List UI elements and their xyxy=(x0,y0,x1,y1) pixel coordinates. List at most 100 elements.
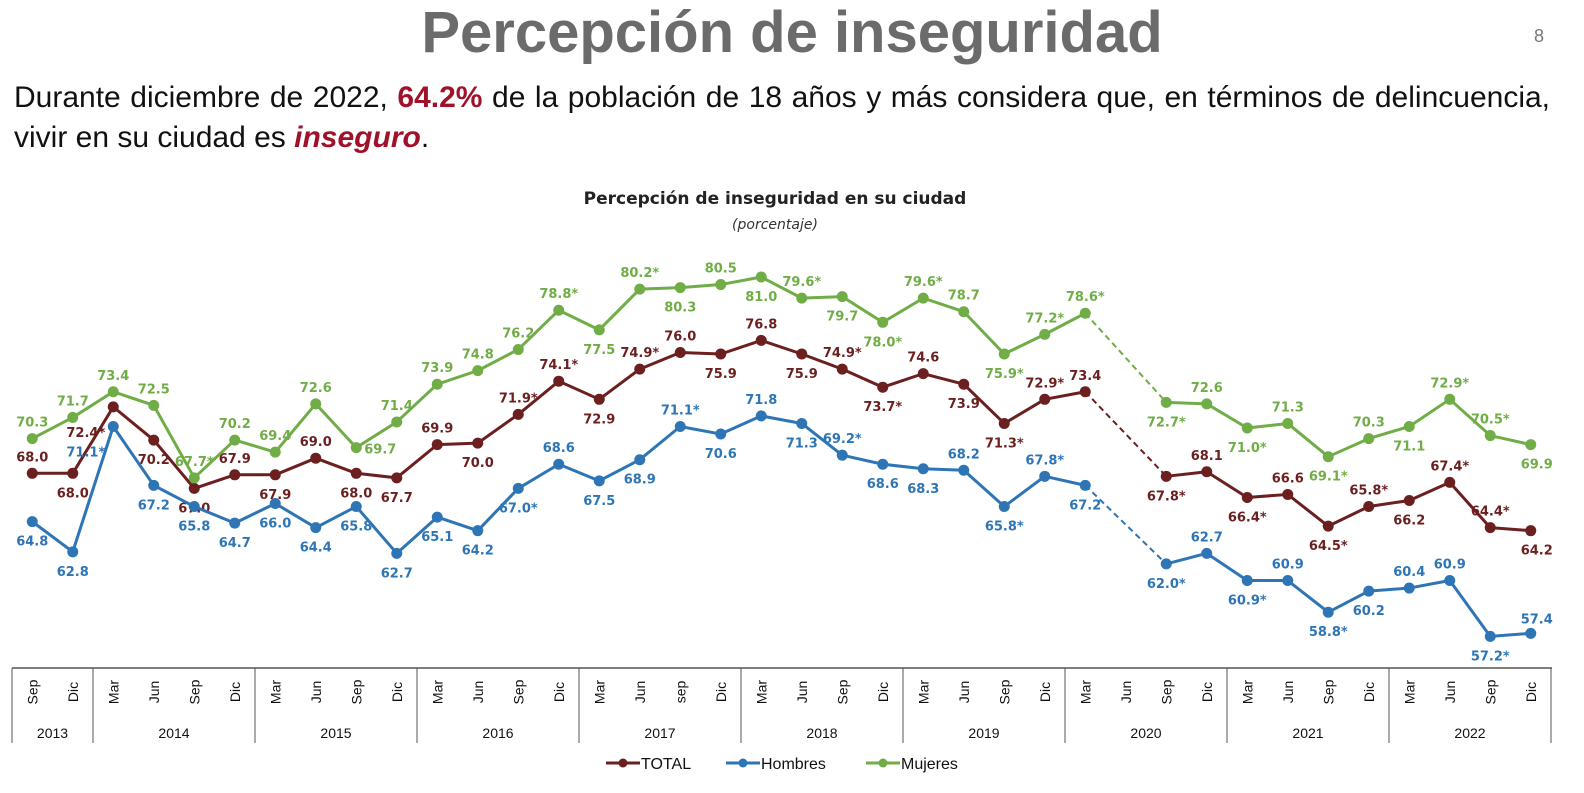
data-label: 81.0 xyxy=(745,290,777,305)
x-tick-label: Mar xyxy=(1077,680,1093,704)
data-point xyxy=(1444,575,1456,587)
data-point xyxy=(674,420,686,432)
data-label: 76.0 xyxy=(664,330,696,345)
year-label: 2020 xyxy=(1130,725,1161,741)
x-tick-label: Mar xyxy=(1401,680,1417,704)
data-point xyxy=(1363,433,1375,445)
data-point xyxy=(1363,585,1375,597)
data-point xyxy=(512,343,524,355)
data-point xyxy=(674,347,686,358)
data-label: 74.9* xyxy=(823,346,862,361)
legend-marker xyxy=(738,758,748,768)
data-point xyxy=(1403,420,1415,432)
data-point xyxy=(269,498,281,509)
x-tick-label: Mar xyxy=(591,680,607,704)
data-label: 69.4 xyxy=(259,429,291,444)
data-point xyxy=(755,334,767,346)
x-tick-label: Sep xyxy=(1482,679,1498,704)
data-label: 71.1* xyxy=(66,445,105,460)
data-label: 73.4 xyxy=(1069,369,1101,384)
year-label: 2021 xyxy=(1292,725,1323,741)
data-label: 76.8 xyxy=(745,317,777,332)
data-label: 62.7 xyxy=(1191,530,1223,545)
data-label: 70.2 xyxy=(219,417,251,432)
x-tick-label: Jun xyxy=(308,681,324,704)
x-tick-label: Mar xyxy=(753,680,769,704)
data-label: 60.2 xyxy=(1353,604,1385,619)
lead-middle: de la población de 18 años y más conside… xyxy=(14,81,1550,154)
data-point xyxy=(1160,470,1172,482)
x-tick-label: Sep xyxy=(510,679,526,704)
data-label: 79.7 xyxy=(826,310,858,325)
data-point xyxy=(1160,558,1172,570)
data-point xyxy=(188,472,200,484)
x-tick-label: Sep xyxy=(1320,679,1336,704)
data-label: 70.2 xyxy=(138,453,170,468)
data-point xyxy=(1079,479,1091,491)
data-point xyxy=(1039,328,1051,340)
data-point xyxy=(188,501,200,513)
data-point xyxy=(1241,491,1253,503)
data-label: 77.5 xyxy=(583,343,615,358)
data-label: 68.1 xyxy=(1191,449,1223,464)
page-title: Percepción de inseguridad xyxy=(421,0,1163,65)
data-label: 72.4* xyxy=(66,426,105,441)
data-label: 68.0 xyxy=(57,486,89,501)
data-label: 74.8 xyxy=(462,348,494,363)
data-point xyxy=(1322,520,1334,532)
data-point xyxy=(512,482,524,494)
data-point xyxy=(512,408,524,420)
data-label: 72.5 xyxy=(138,382,170,397)
data-label: 74.9* xyxy=(620,346,659,361)
data-label: 66.2 xyxy=(1393,513,1425,528)
chart-subtitle: (porcentaje) xyxy=(732,217,818,233)
data-label: 68.3 xyxy=(907,482,939,497)
data-point xyxy=(1484,430,1496,442)
data-point xyxy=(877,381,889,393)
year-label: 2018 xyxy=(806,725,837,741)
x-tick-label: Dic xyxy=(1199,682,1215,702)
data-label: 67.9 xyxy=(259,488,291,503)
data-label: 73.9 xyxy=(421,361,453,376)
series-total: 68.068.072.4*70.267.067.967.969.068.067.… xyxy=(16,317,1553,558)
data-label: 71.3 xyxy=(786,436,818,451)
data-point xyxy=(1201,466,1213,478)
data-label: 68.0 xyxy=(16,450,48,465)
data-label: 70.0 xyxy=(462,456,494,471)
data-point xyxy=(1282,488,1294,500)
data-point xyxy=(431,439,443,451)
data-label: 67.2 xyxy=(1069,498,1101,513)
data-point xyxy=(796,417,808,429)
data-label: 69.9 xyxy=(421,422,453,437)
data-label: 75.9* xyxy=(985,367,1024,382)
x-tick-label: Sep xyxy=(996,679,1012,704)
x-tick-label: Jun xyxy=(470,681,486,704)
series-line xyxy=(1166,397,1532,459)
x-tick-label: Dic xyxy=(875,682,891,702)
x-tick-label: Jun xyxy=(1280,681,1296,704)
data-label: 67.4* xyxy=(1430,459,1469,474)
data-point xyxy=(1079,386,1091,398)
data-point xyxy=(958,378,970,390)
series-gap-line xyxy=(1084,391,1167,478)
data-label: 66.6 xyxy=(1272,471,1304,486)
data-point xyxy=(1444,476,1456,488)
data-point xyxy=(350,501,362,513)
data-label: 74.6 xyxy=(907,351,939,366)
data-label: 80.3 xyxy=(664,301,696,316)
x-tick-label: Jun xyxy=(956,681,972,704)
data-point xyxy=(1039,470,1051,482)
data-label: 60.9 xyxy=(1434,558,1466,573)
data-point xyxy=(634,283,646,295)
data-label: 65.8* xyxy=(1349,484,1388,499)
data-point xyxy=(998,417,1010,429)
x-tick-label: Dic xyxy=(1037,682,1053,702)
legend-item-total: TOTAL xyxy=(606,756,691,773)
data-point xyxy=(553,458,565,470)
data-label: 73.9 xyxy=(948,397,980,412)
data-point xyxy=(67,467,79,479)
data-point xyxy=(472,525,484,537)
x-tick-label: Sep xyxy=(834,679,850,704)
data-point xyxy=(796,292,808,304)
data-point xyxy=(107,401,119,413)
